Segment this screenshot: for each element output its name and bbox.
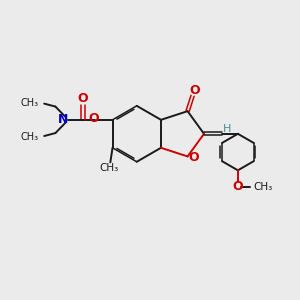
- Text: O: O: [232, 180, 243, 193]
- Text: H: H: [223, 124, 231, 134]
- Text: CH₃: CH₃: [254, 182, 273, 192]
- Text: O: O: [189, 84, 200, 97]
- Text: O: O: [189, 151, 200, 164]
- Text: CH₃: CH₃: [21, 132, 39, 142]
- Text: CH₃: CH₃: [21, 98, 39, 108]
- Text: CH₃: CH₃: [99, 163, 119, 173]
- Text: O: O: [89, 112, 99, 125]
- Text: O: O: [78, 92, 88, 105]
- Text: N: N: [58, 113, 68, 126]
